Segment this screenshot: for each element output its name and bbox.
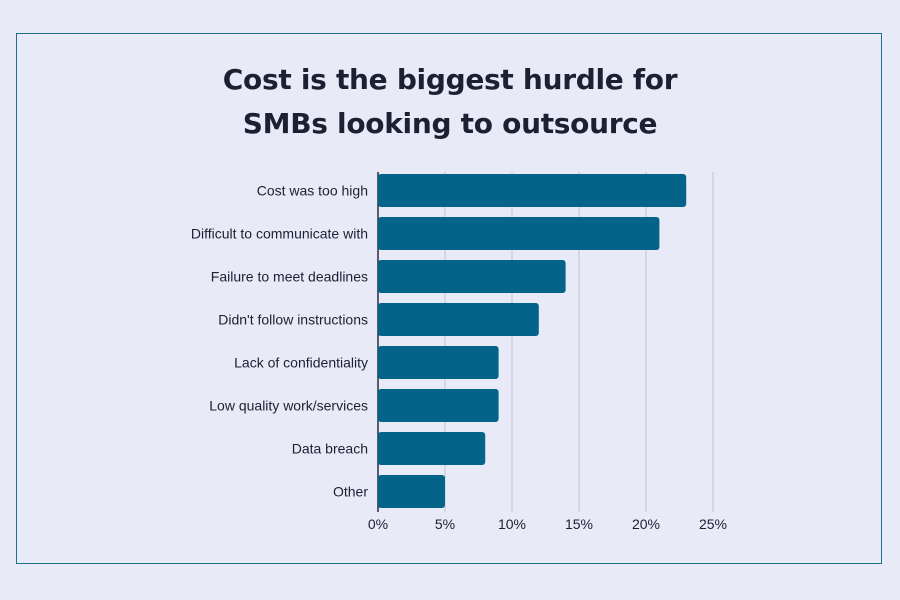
chart-frame xyxy=(16,33,882,564)
x-tick-label: 25% xyxy=(699,516,727,532)
bar xyxy=(378,346,499,379)
chart-title: Cost is the biggest hurdle for SMBs look… xyxy=(0,58,900,146)
x-tick-label: 0% xyxy=(368,516,388,532)
chart-title-line-2: SMBs looking to outsource xyxy=(242,107,658,140)
category-label: Data breach xyxy=(292,441,368,457)
category-label: Low quality work/services xyxy=(209,398,368,414)
bar xyxy=(378,432,486,465)
x-tick-label: 10% xyxy=(498,516,526,532)
category-label: Lack of confidentiality xyxy=(234,355,368,371)
chart-title-line-1: Cost is the biggest hurdle for xyxy=(222,63,678,96)
x-tick-label: 15% xyxy=(565,516,593,532)
category-label: Didn't follow instructions xyxy=(218,312,368,328)
bar xyxy=(378,389,499,422)
category-label: Other xyxy=(333,484,368,500)
bar xyxy=(378,475,445,508)
bar xyxy=(378,303,539,336)
bar xyxy=(378,174,687,207)
x-tick-label: 5% xyxy=(435,516,455,532)
x-tick-label: 20% xyxy=(632,516,660,532)
category-label: Cost was too high xyxy=(257,183,368,199)
bar xyxy=(378,260,566,293)
category-label: Difficult to communicate with xyxy=(191,226,368,242)
category-label: Failure to meet deadlines xyxy=(211,269,368,285)
bar xyxy=(378,217,660,250)
